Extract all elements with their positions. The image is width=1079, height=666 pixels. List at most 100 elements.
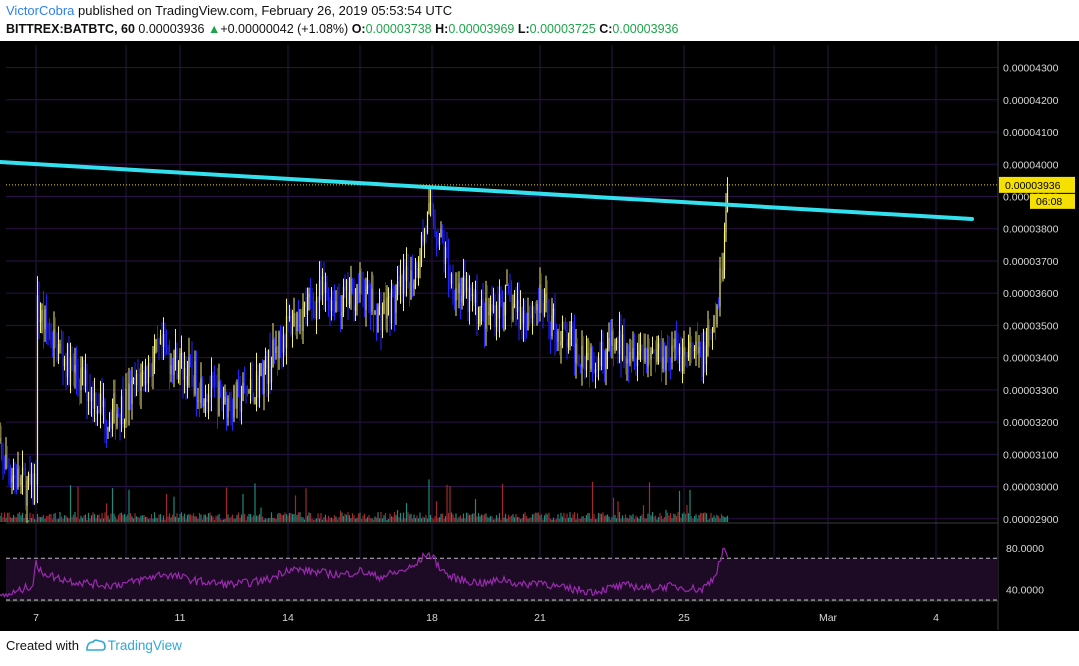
candle-body [417, 268, 420, 278]
volume-bar [524, 512, 526, 522]
candle-body [332, 300, 334, 302]
candle-body [468, 287, 471, 313]
volume-bar [228, 518, 231, 522]
volume-bar [126, 514, 129, 522]
candle-body [651, 350, 654, 353]
volume-bar [665, 509, 667, 522]
volume-bar [308, 512, 310, 522]
volume-bar [326, 519, 328, 522]
volume-bar [306, 515, 309, 522]
author-link[interactable]: VictorCobra [6, 3, 75, 18]
volume-bar [446, 484, 448, 522]
candle-body [384, 300, 387, 319]
price-axis[interactable]: 0.00004300 0.00004200 0.00004100 0.00004000… [999, 63, 1075, 597]
candle-body [545, 293, 547, 304]
volume-bar [575, 519, 577, 522]
candle-body [278, 331, 280, 359]
volume-bar [146, 516, 148, 522]
volume-bar [390, 516, 393, 522]
candle-body [273, 339, 276, 353]
tradingview-brand[interactable]: TradingView [107, 638, 182, 653]
volume-bar [629, 515, 631, 522]
candle-body [531, 306, 534, 319]
candle-body [539, 284, 541, 314]
candle-body [609, 338, 612, 346]
volume-bar [198, 512, 201, 522]
volume-bar [39, 517, 42, 522]
candle-body [54, 329, 57, 334]
volume-bar [572, 514, 574, 522]
candle-body [270, 366, 273, 383]
volume-bar [101, 513, 103, 522]
candle-body [329, 301, 331, 311]
volume-bar [519, 519, 522, 522]
volume-bar [522, 513, 525, 522]
volume-bar [539, 515, 541, 522]
candle-body [381, 313, 384, 331]
volume-bar [660, 515, 663, 522]
volume-bar [233, 518, 235, 522]
volume-bar [690, 516, 693, 522]
candle-body [467, 279, 469, 313]
volume-bar [608, 516, 610, 522]
candle-body [396, 280, 399, 296]
candle-body [212, 375, 214, 379]
volume-bar [278, 513, 280, 522]
volume-bar [720, 513, 723, 522]
candle-body [291, 326, 294, 335]
candle-body [119, 413, 121, 425]
candle-body [356, 284, 358, 305]
candle-body [689, 342, 691, 348]
volume-bar [206, 516, 208, 522]
candle-body [168, 350, 171, 375]
candle-body [461, 296, 463, 303]
candle-body [608, 338, 610, 349]
volume-bar [606, 514, 609, 522]
candle-body [297, 312, 300, 327]
candle-body [617, 339, 619, 355]
candle-body [600, 341, 603, 367]
volume-bar [93, 514, 96, 522]
volume-bar [528, 518, 531, 522]
time-axis[interactable]: 7 11 14 18 21 25 Mar 4 [33, 612, 939, 624]
volume-bar [323, 517, 325, 522]
volume-bar [425, 514, 427, 522]
candle-body [705, 345, 708, 365]
volume-bar [294, 495, 297, 522]
candle-body [575, 343, 577, 363]
candle-body [521, 306, 523, 324]
trendline[interactable] [0, 159, 974, 222]
candle-body [371, 288, 373, 312]
high-label: H: [435, 22, 449, 36]
candle-body [446, 247, 448, 258]
candle-body [0, 437, 1, 442]
candle-body [324, 282, 327, 293]
price-tick-label: 0.00003200 [1003, 417, 1059, 429]
candle-body [450, 274, 453, 285]
candle-body [443, 243, 445, 264]
volume-bar [407, 512, 409, 522]
candle-body [192, 378, 195, 394]
volume-bar [35, 519, 37, 522]
price-tick-label: 0.00002900 [1003, 514, 1059, 526]
candle-body [677, 345, 679, 355]
candle-body [92, 387, 94, 409]
volume-bar [635, 515, 637, 522]
chart-canvas[interactable]: 0.00004300 0.00004200 0.00004100 0.00004000… [0, 41, 1079, 631]
candle-body [489, 304, 492, 312]
volume-bar [582, 516, 585, 522]
volume-bar [494, 519, 496, 522]
volume-bar [725, 516, 727, 522]
candle-body [264, 356, 267, 369]
volume-bar [315, 518, 318, 522]
candle-body [363, 295, 366, 310]
volume-bar [32, 513, 34, 522]
volume-bar [654, 515, 657, 522]
volume-bar [281, 515, 283, 522]
volume-bar [165, 494, 168, 522]
volume-bar [129, 513, 132, 522]
volume-bar [549, 518, 552, 522]
volume-bar [72, 514, 75, 522]
candle-body [117, 413, 120, 415]
volume-bar [290, 513, 292, 522]
